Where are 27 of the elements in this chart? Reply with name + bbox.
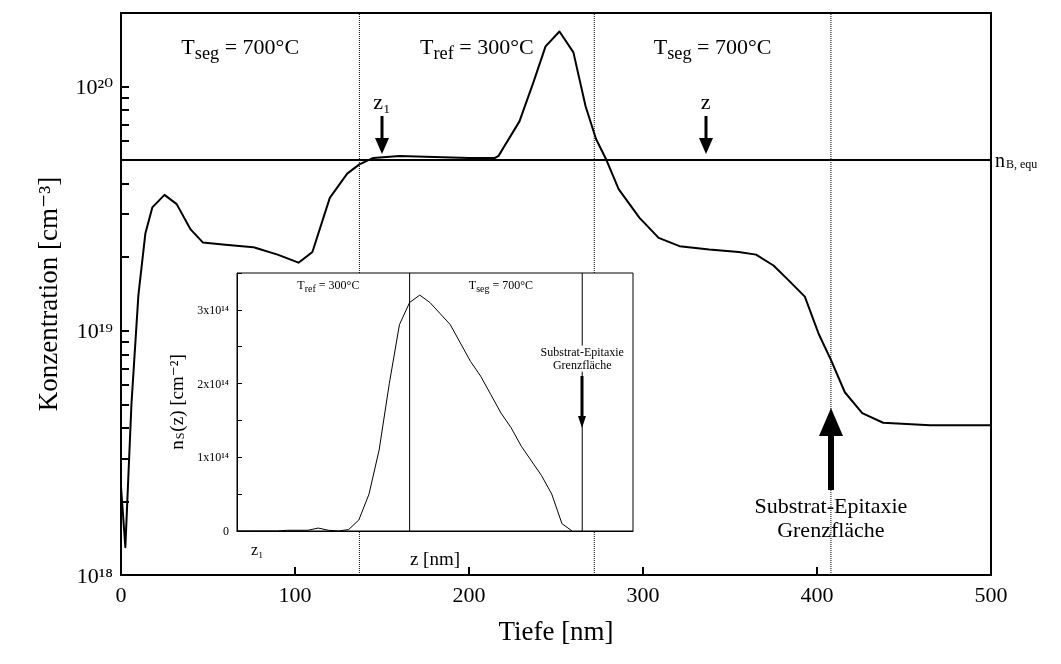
y-tick-label: 10¹⁸ <box>76 562 113 588</box>
annotation: T$_{seg}$ = 700°C <box>653 34 772 64</box>
annotation: T$_{seg}$ = 700°C <box>468 278 534 295</box>
y-axis-title: nS(z) [cm⁻²] <box>165 354 188 450</box>
annotation: z₁ <box>373 88 391 115</box>
y-tick-label: 10¹⁹ <box>76 318 114 344</box>
y-tick-label: 0 <box>223 524 229 538</box>
y-tick-label: 10²⁰ <box>75 74 114 100</box>
x-tick-label: 100 <box>278 581 312 607</box>
x-axis-title: z [nm] <box>409 548 461 569</box>
x-tick-label: 300 <box>626 581 660 607</box>
y-axis-title: Konzentration [cm⁻³] <box>32 176 63 412</box>
annotation: Substrat-Epitaxie Grenzfläche <box>754 492 908 542</box>
y-tick-label: 3x10¹⁴ <box>197 302 229 317</box>
x-tick-label: 400 <box>800 581 834 607</box>
annotation: Substrat-Epitaxie Grenzfläche <box>538 344 626 372</box>
y-tick-label: 1x10¹⁴ <box>197 450 229 465</box>
x-tick-label: 200 <box>452 581 486 607</box>
annotation: T$_{ref}$ = 300°C <box>419 34 534 64</box>
x-tick-label: 500 <box>974 581 1008 607</box>
annotation: T$_{ref}$ = 300°C <box>297 278 360 295</box>
annotation: z₁ <box>250 541 264 559</box>
y-tick-label: 2x10¹⁴ <box>197 376 229 391</box>
x-axis-title: Tiefe [nm] <box>498 615 614 646</box>
annotation: T$_{seg}$ = 700°C <box>181 34 300 64</box>
ref-line-label: nB, equ <box>995 149 1038 172</box>
annotation: z <box>700 88 711 115</box>
